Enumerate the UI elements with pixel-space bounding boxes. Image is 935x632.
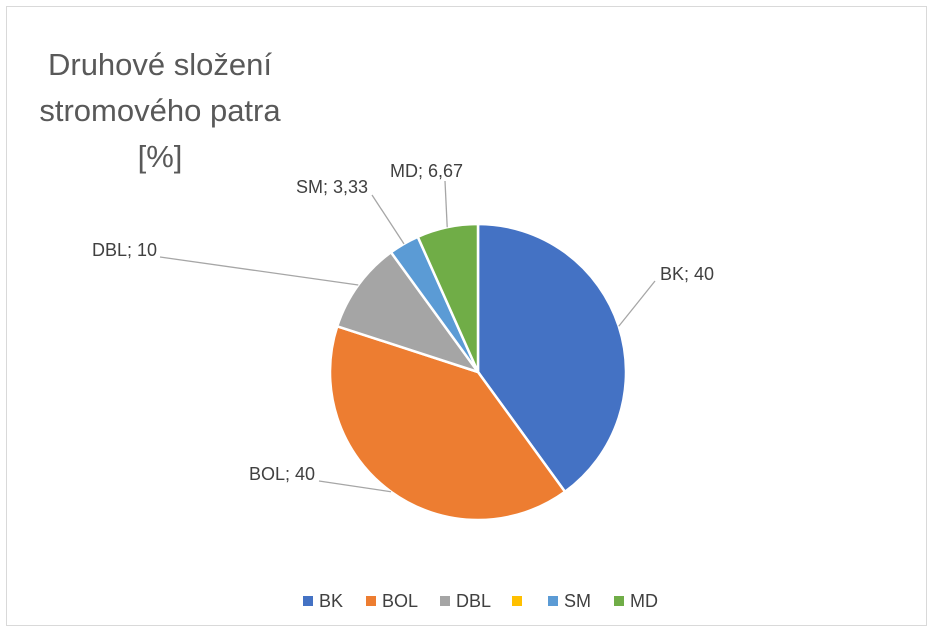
data-label: BK; 40 [660,264,714,284]
pie-slice [335,250,482,375]
data-label: SM; 3,33 [296,177,368,197]
leader-line [159,256,359,286]
pie-slice [416,222,480,373]
legend-label: DBL [456,591,491,611]
legend-swatch [366,596,376,606]
legend-label: BOL [382,591,418,611]
legend-label: SM [564,591,591,611]
legend-swatch [303,596,313,606]
leader-line [318,480,392,493]
legend-label: MD [630,591,658,611]
legend-label: BK [319,591,343,611]
legend-swatch [614,596,624,606]
leader-line [444,180,448,228]
legend-swatch [548,596,558,606]
data-label: BOL; 40 [249,464,315,484]
leader-line [618,280,656,327]
data-label: DBL; 10 [92,240,157,260]
legend-swatch [512,596,522,606]
pie-slice [476,222,628,494]
chart-title: Druhové složení stromového patra [%] [39,47,281,174]
leader-line [371,194,405,245]
pie-slice [328,324,567,522]
data-label: MD; 6,67 [390,161,463,181]
chart-border [6,6,927,626]
legend-swatch [440,596,450,606]
